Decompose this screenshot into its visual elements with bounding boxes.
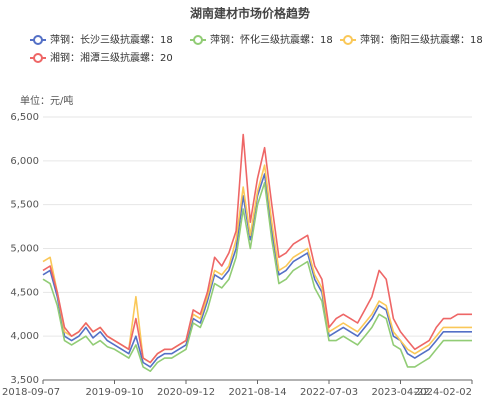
- x-tick-label: 2022-07-03: [300, 387, 358, 398]
- legend-label: 萍钢：长沙三级抗震螺：18: [50, 33, 173, 46]
- series-line: [42, 133, 472, 364]
- y-tick-label: 5,500: [10, 200, 39, 211]
- legend-label: 萍钢：怀化三级抗震螺：18: [210, 33, 333, 46]
- x-tick-label: 2024-02-02: [414, 387, 472, 398]
- y-tick-label: 4,000: [10, 331, 39, 342]
- legend-icon: [33, 53, 43, 63]
- legend-label: 湘钢：湘潭三级抗震螺：20: [50, 51, 173, 64]
- y-tick-label: 3,500: [10, 375, 39, 386]
- legend-icon: [33, 35, 43, 45]
- y-tick-label: 6,500: [10, 112, 39, 123]
- legend-label: 萍钢：衡阳三级抗震螺：18: [360, 33, 483, 46]
- x-tick-label: 2021-08-14: [228, 387, 286, 398]
- y-tick-label: 6,000: [10, 156, 39, 167]
- series-line: [42, 164, 472, 364]
- y-tick-label: 5,000: [10, 244, 39, 255]
- series-line: [42, 182, 472, 372]
- y-tick-label: 4,500: [10, 287, 39, 298]
- x-tick-label: 2018-09-07: [2, 387, 60, 398]
- y-unit-label: 单位：元/吨: [20, 94, 73, 107]
- legend-icon: [343, 35, 353, 45]
- chart-title: 湖南建材市场价格趋势: [190, 6, 310, 21]
- x-tick-label: 2023-04-22: [371, 387, 429, 398]
- x-tick-label: 2020-09-12: [157, 387, 215, 398]
- x-tick-label: 2019-09-10: [85, 387, 143, 398]
- legend-icon: [193, 35, 203, 45]
